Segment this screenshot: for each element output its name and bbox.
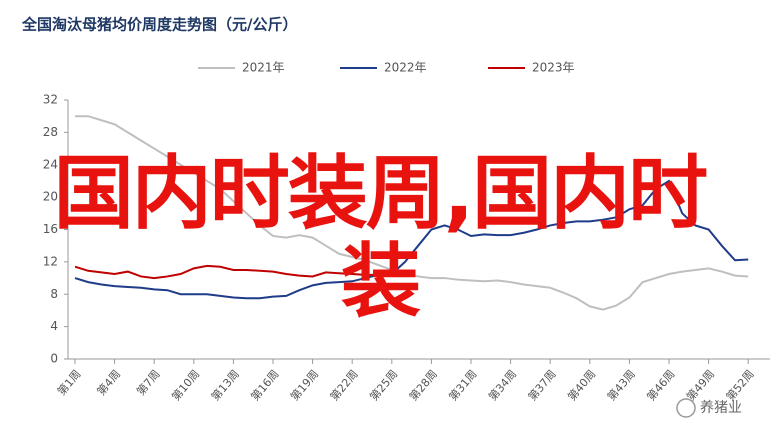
legend-label: 2021年 [242,61,285,75]
y-tick-label: 4 [50,319,58,333]
x-tick-label: 第37周 [525,367,559,404]
x-tick-label: 第10周 [169,367,203,404]
x-tick-label: 第1周 [54,367,83,398]
legend-label: 2023年 [532,61,575,75]
x-tick-label: 第28周 [406,367,440,404]
line-series [75,115,749,311]
x-tick-label: 第16周 [248,367,282,404]
x-tick-label: 第34周 [485,367,519,404]
line-series [74,179,749,300]
x-tick-label: 第4周 [94,367,123,398]
y-tick-label: 0 [50,352,58,366]
y-tick-label: 28 [43,125,58,139]
watermark: 养猪业 [700,400,742,416]
watermark-icon [676,398,696,418]
x-tick-label: 第22周 [327,367,361,404]
x-tick-label: 第43周 [604,367,638,404]
y-tick-label: 24 [43,157,58,171]
y-tick-label: 12 [43,254,58,268]
y-tick-label: 32 [43,93,58,107]
x-tick-label: 第31周 [446,367,480,404]
x-tick-label: 第25周 [367,367,401,404]
x-tick-label: 第40周 [565,367,599,404]
line-series [74,264,406,280]
x-tick-label: 第7周 [133,367,162,398]
x-tick-label: 第46周 [644,367,678,404]
legend-label: 2022年 [384,61,427,75]
overlay-text: 国内时装周,国内时装 [53,147,708,328]
y-tick-label: 16 [43,222,58,236]
x-tick-label: 第49周 [683,367,717,404]
y-tick-label: 8 [50,287,58,301]
x-tick-label: 第52周 [723,367,757,404]
x-tick-label: 第13周 [208,367,242,404]
chart-title: 全国淘汰母猪均价周度走势图（元/公斤） [21,16,297,34]
y-tick-label: 20 [43,190,58,204]
x-tick-label: 第19周 [287,367,321,404]
